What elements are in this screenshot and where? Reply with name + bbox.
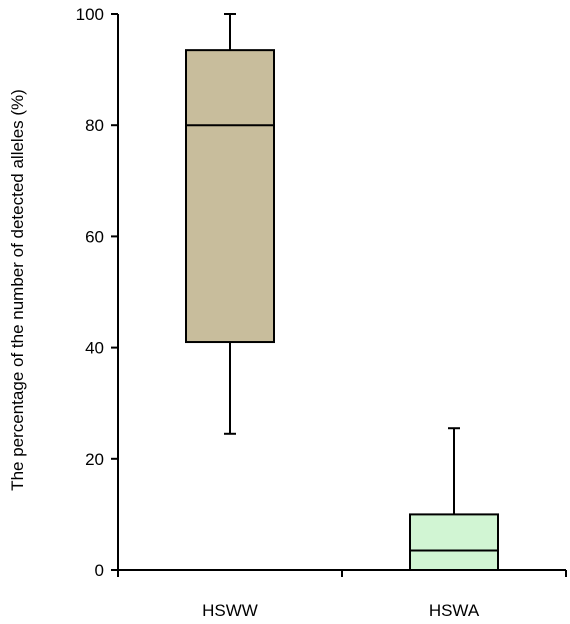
y-axis-label: The percentage of the number of detected…	[8, 89, 27, 491]
x-tick-label: HSWA	[429, 601, 480, 620]
boxes	[185, 13, 499, 572]
y-tick-label: 80	[85, 116, 104, 135]
y-tick-label: 60	[85, 227, 104, 246]
box-hswa	[409, 427, 499, 572]
box-iqr	[185, 49, 275, 344]
y-tick-label: 100	[76, 5, 104, 24]
x-axis: HSWW HSWA	[117, 569, 567, 620]
box-iqr	[409, 513, 499, 572]
y-axis: 0 20 40 60 80 100	[76, 5, 119, 580]
y-tick-label: 0	[95, 561, 104, 580]
box-hsww	[185, 13, 275, 435]
x-tick-label: HSWW	[202, 601, 258, 620]
y-tick-label: 20	[85, 450, 104, 469]
y-tick-label: 40	[85, 339, 104, 358]
